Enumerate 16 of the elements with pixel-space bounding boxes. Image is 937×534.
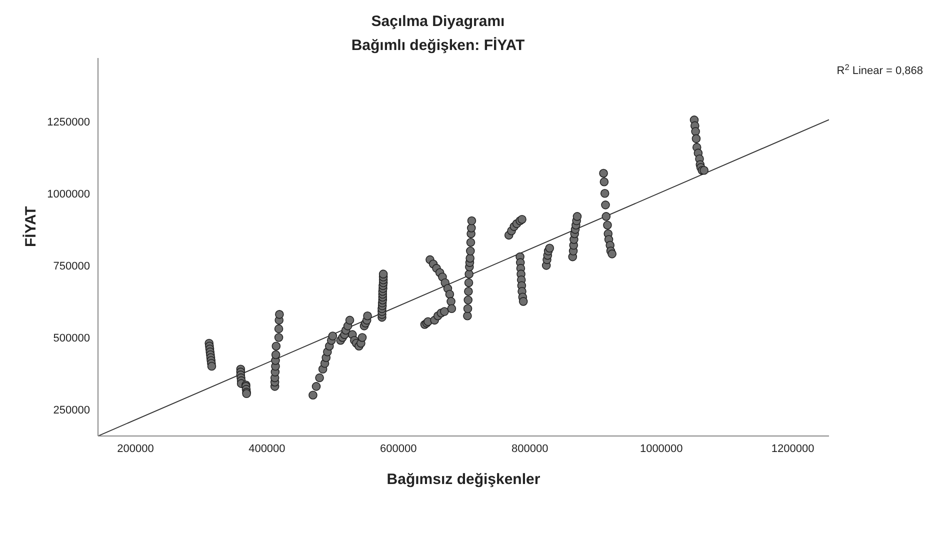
y-tick-label: 750000 xyxy=(53,260,90,272)
chart-subtitle: Bağımlı değişken: FİYAT xyxy=(351,37,525,54)
x-tick-label: 1200000 xyxy=(771,442,814,455)
y-tick-label: 500000 xyxy=(53,332,90,344)
y-tick-label: 250000 xyxy=(53,404,90,416)
x-tick-label: 600000 xyxy=(380,442,417,455)
text: R$^{2}$ Linear = 0,868 xyxy=(836,62,923,77)
chart-title: Saçılma Diyagramı xyxy=(371,13,505,30)
x-tick-label: 400000 xyxy=(248,442,286,455)
x-axis-title: Bağımsız değişkenler xyxy=(386,471,540,488)
x-tick-label: 800000 xyxy=(512,442,548,455)
x-tick-label: 1000000 xyxy=(640,442,683,455)
y-axis-title: FİYAT xyxy=(22,206,40,247)
y-tick-label: 1250000 xyxy=(47,116,90,128)
x-tick-label: 200000 xyxy=(117,442,154,455)
y-tick-label: 1000000 xyxy=(47,188,90,200)
